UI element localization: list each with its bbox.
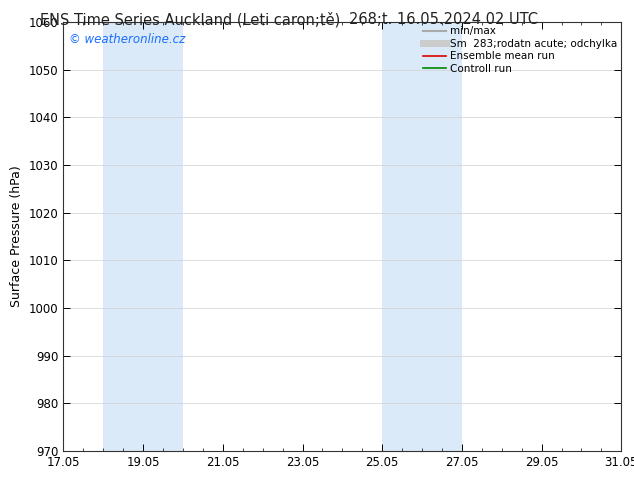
Bar: [103, 22, 183, 451]
Legend: min/max, Sm  283;rodatn acute; odchylka, Ensemble mean run, Controll run: min/max, Sm 283;rodatn acute; odchylka, …: [421, 24, 619, 76]
Text: © weatheronline.cz: © weatheronline.cz: [69, 33, 185, 46]
Text: 268;t. 16.05.2024 02 UTC: 268;t. 16.05.2024 02 UTC: [349, 12, 538, 27]
Text: ENS Time Series Auckland (Leti caron;tě): ENS Time Series Auckland (Leti caron;tě): [40, 12, 340, 28]
Y-axis label: Surface Pressure (hPa): Surface Pressure (hPa): [10, 166, 23, 307]
Bar: [382, 22, 462, 451]
